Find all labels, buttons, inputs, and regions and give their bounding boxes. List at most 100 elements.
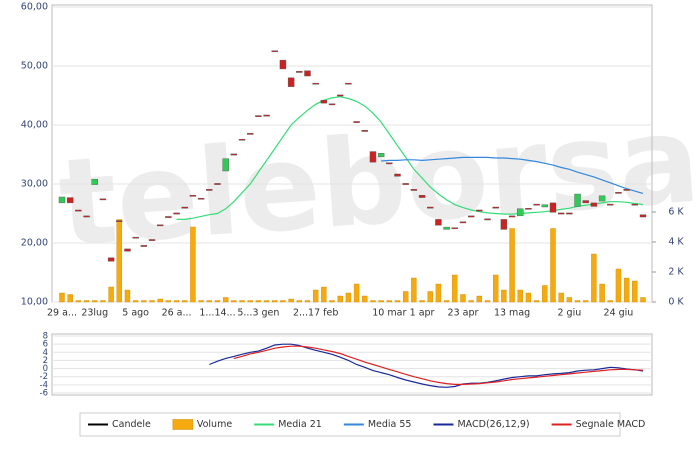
candle: [173, 212, 180, 215]
volume-bar: [591, 253, 597, 303]
candle: [443, 226, 450, 230]
volume-bar: [157, 298, 163, 303]
volume-bar: [615, 268, 622, 303]
volume-bar: [533, 300, 540, 303]
volume-bar: [558, 292, 564, 303]
y2-tick-label: 2 K: [668, 267, 684, 278]
x-tick-label: 10 mar: [372, 308, 406, 319]
candle: [320, 100, 328, 104]
volume-bar: [255, 300, 262, 303]
candle: [508, 215, 516, 218]
volume-bar: [116, 219, 122, 303]
legend-label: Candele: [112, 419, 151, 430]
volume-bar: [198, 300, 204, 303]
moving-average-line: [176, 96, 644, 220]
legend-label: Segnale MACD: [576, 419, 646, 430]
volume-bar: [345, 292, 352, 303]
volume-bar: [468, 300, 474, 303]
candle: [410, 189, 418, 191]
y-tick-label: 0: [43, 364, 48, 374]
volume-bar: [214, 300, 221, 303]
volume-bar: [583, 300, 589, 303]
y-tick-label: 30,00: [21, 179, 48, 190]
candle: [361, 130, 368, 132]
y-tick-label: 60,00: [21, 2, 48, 13]
candle: [279, 59, 287, 70]
x-tick-label: 13 mag: [494, 308, 530, 319]
candle: [66, 197, 74, 204]
candle: [639, 214, 647, 218]
x-tick-label: 26 a...: [162, 308, 192, 319]
candle: [590, 202, 598, 207]
volume-bar: [296, 300, 303, 303]
candle: [271, 50, 278, 53]
candle: [263, 114, 270, 117]
macd-line: [233, 345, 644, 385]
x-tick-label: 1...14...: [199, 308, 235, 319]
volume-bar: [640, 297, 646, 303]
candle: [492, 206, 499, 209]
volume-bar: [419, 300, 425, 303]
x-tick-label: 1 apr: [410, 308, 435, 319]
volume-bar: [190, 226, 196, 303]
volume-bar: [607, 300, 613, 303]
candle: [58, 196, 66, 204]
candle: [91, 179, 98, 185]
y-tick-label: -6: [40, 388, 48, 398]
x-tick-label: 5...3 gen: [237, 308, 279, 319]
candle: [238, 138, 246, 141]
volume-bar: [59, 292, 65, 303]
volume-bar: [623, 277, 630, 303]
y2-tick-label: 6 K: [668, 207, 684, 218]
candle: [140, 245, 148, 247]
x-tick-label: 23lug: [81, 308, 108, 319]
candle: [156, 224, 164, 227]
volume-bar: [75, 300, 82, 303]
volume-bar: [132, 300, 139, 303]
candle: [353, 121, 360, 123]
legend-label: MACD(26,12,9): [457, 419, 529, 430]
candle: [557, 212, 565, 215]
volume-bar: [247, 300, 253, 303]
x-tick-label: 24 giu: [604, 308, 634, 319]
candle: [83, 215, 90, 218]
volume-bar: [517, 289, 523, 303]
candle: [148, 239, 156, 241]
candle: [377, 153, 385, 158]
candle: [476, 209, 483, 212]
volume-bar: [484, 300, 491, 303]
legend-label: Volume: [197, 419, 232, 430]
candle: [435, 219, 442, 226]
volume-bar: [542, 285, 548, 303]
candle: [132, 236, 139, 239]
volume-bar: [476, 295, 483, 303]
candle: [574, 193, 581, 207]
candle: [459, 221, 467, 224]
candle: [541, 204, 549, 208]
candle: [615, 192, 622, 194]
legend-items: Candele Volume Media 21 Media 55 MACD(26,12,…: [88, 419, 645, 430]
volume-bar: [182, 300, 188, 303]
candle: [189, 195, 197, 197]
candle: [181, 206, 188, 209]
macd-line: [209, 343, 644, 388]
moving-average-line: [381, 156, 644, 194]
volume-bar: [574, 300, 581, 303]
volume-bar: [100, 300, 106, 303]
candle: [394, 173, 401, 177]
candle: [386, 162, 393, 165]
y2-tick-label: 0 K: [668, 297, 684, 308]
y-tick-label: 40,00: [21, 120, 48, 131]
volume-bar: [435, 283, 442, 303]
candle: [337, 94, 344, 97]
candle: [500, 219, 508, 230]
y-tick-label: 6: [43, 340, 48, 350]
volume-bar: [321, 286, 327, 303]
candle: [99, 198, 107, 201]
candle: [116, 220, 123, 222]
volume-bar: [493, 274, 499, 303]
volume-bar: [173, 300, 180, 303]
volume-bar: [272, 300, 278, 303]
volume-bar: [394, 300, 401, 303]
